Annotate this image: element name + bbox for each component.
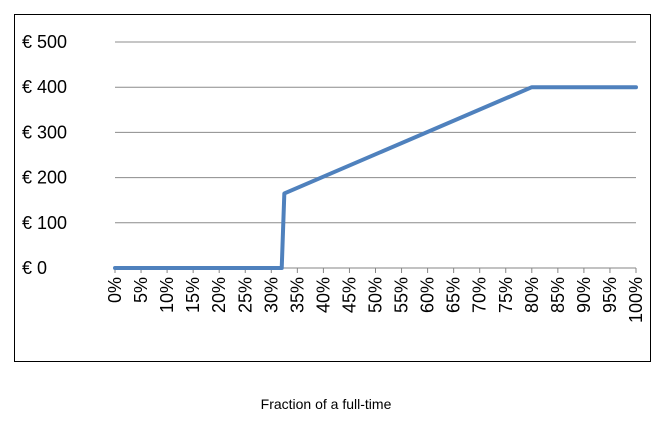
x-tick-label-45: 45% xyxy=(339,277,359,313)
x-tick-label-20: 20% xyxy=(209,277,229,313)
x-tick-label-30: 30% xyxy=(261,277,281,313)
x-tick-label-50: 50% xyxy=(366,277,386,313)
y-tick-label-400: € 400 xyxy=(22,77,67,97)
x-tick-label-75: 75% xyxy=(496,277,516,313)
x-tick-label-15: 15% xyxy=(183,277,203,313)
y-tick-label-300: € 300 xyxy=(22,122,67,142)
x-tick-label-5: 5% xyxy=(131,277,151,303)
chart-frame: € 0 € 100 € 200 € 300 € 400 € 500 0% 5% 10% 15% 2… xyxy=(14,14,651,362)
x-tick-label-60: 60% xyxy=(418,277,438,313)
x-tick-label-40: 40% xyxy=(313,277,333,313)
x-axis-tick-labels: 0% 5% 10% 15% 20% 25% 30% 35% 40% 45% 50% 55% 60% 65%… xyxy=(105,268,646,323)
y-tick-label-500: € 500 xyxy=(22,32,67,52)
x-tick-label-80: 80% xyxy=(522,277,542,313)
x-tick-label-65: 65% xyxy=(444,277,464,313)
series-line-0 xyxy=(113,85,638,270)
x-tick-label-85: 85% xyxy=(548,277,568,313)
x-tick-label-100: 100% xyxy=(626,277,646,323)
line-chart: € 0 € 100 € 200 € 300 € 400 € 500 0% 5% 10% 15% 2… xyxy=(22,32,646,323)
x-tick-label-70: 70% xyxy=(470,277,490,313)
y-tick-label-0: € 0 xyxy=(22,258,47,278)
y-tick-label-200: € 200 xyxy=(22,168,67,188)
x-tick-label-25: 25% xyxy=(235,277,255,313)
x-tick-label-0: 0% xyxy=(105,277,125,303)
x-tick-label-35: 35% xyxy=(287,277,307,313)
x-tick-label-55: 55% xyxy=(392,277,412,313)
x-tick-label-10: 10% xyxy=(157,277,177,313)
y-axis-tick-labels: € 0 € 100 € 200 € 300 € 400 € 500 xyxy=(22,32,67,278)
gridlines xyxy=(115,41,636,269)
x-tick-label-90: 90% xyxy=(574,277,594,313)
x-tick-label-95: 95% xyxy=(600,277,620,313)
y-tick-label-100: € 100 xyxy=(22,213,67,233)
series-layer xyxy=(113,85,638,270)
x-axis-title: Fraction of a full-time xyxy=(260,396,392,412)
